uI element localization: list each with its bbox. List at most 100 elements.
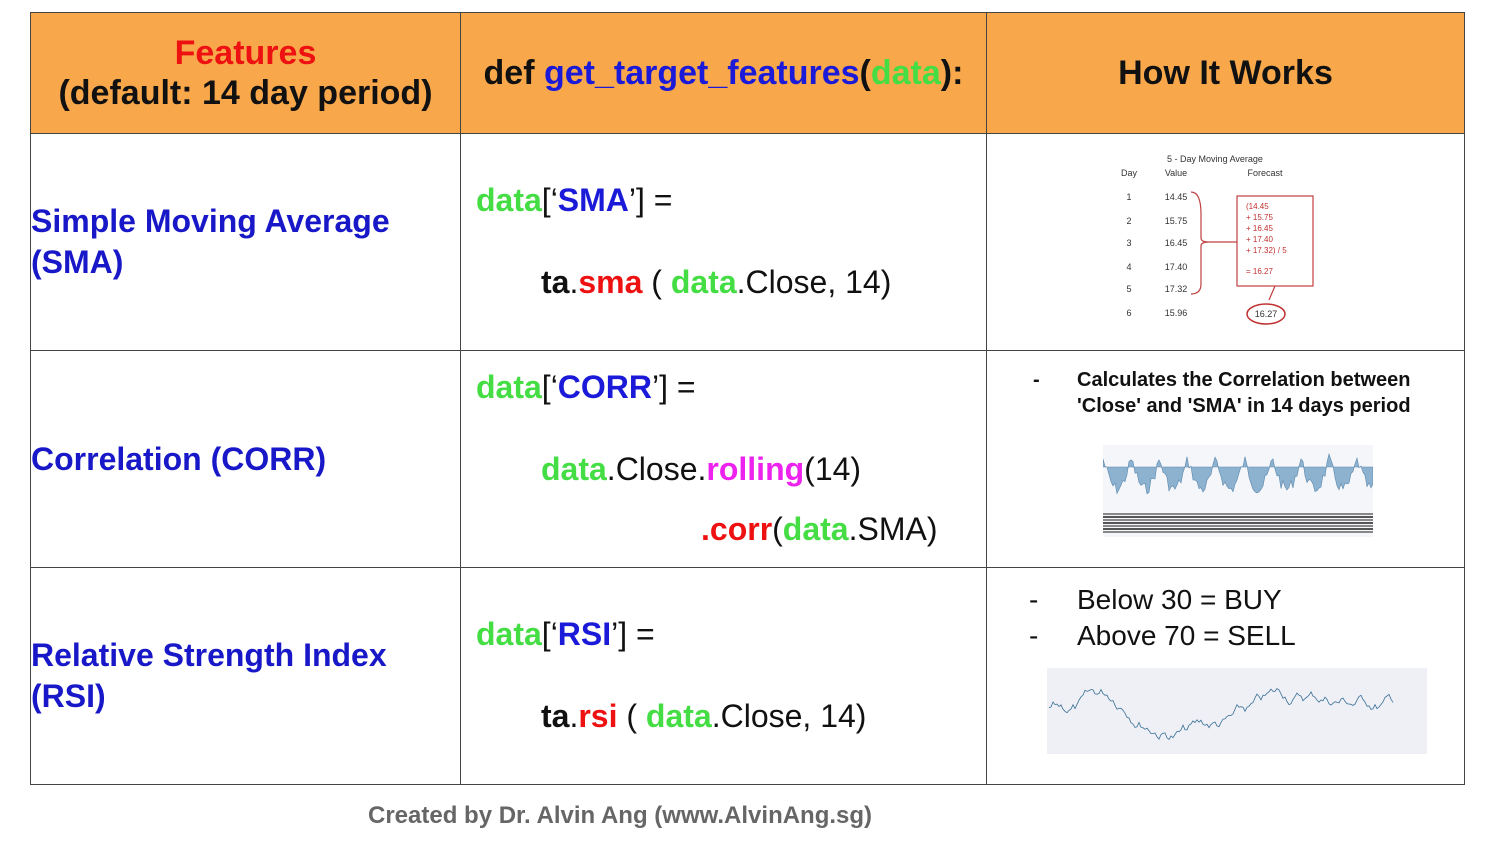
code-token: rsi — [578, 698, 618, 734]
note-dash: - — [1029, 584, 1039, 615]
code-token: . — [569, 264, 579, 300]
code-token: data — [541, 451, 607, 487]
example-value: 14.45 — [1165, 192, 1188, 202]
function-name: get_target_features — [543, 53, 860, 92]
example-day: 2 — [1126, 216, 1131, 226]
code-line: ta.sma ( data.Close, 14) — [541, 264, 891, 301]
example-col-value: Value — [1165, 168, 1187, 178]
header-how: How It Works — [986, 12, 1465, 134]
example-title: 5 - Day Moving Average — [1167, 154, 1263, 164]
paren-close: ): — [940, 53, 964, 92]
feature-line: Relative Strength Index — [31, 637, 387, 673]
rsi-chart-thumbnail — [1047, 668, 1427, 754]
code-token: [‘ — [541, 182, 558, 218]
example-value: 17.32 — [1165, 284, 1188, 294]
calc-line: (14.45 — [1246, 202, 1269, 211]
footer-credit: Created by Dr. Alvin Ang (www.AlvinAng.s… — [368, 802, 873, 829]
rsi-sell-note: Above 70 = SELL — [1077, 620, 1296, 651]
code-corr: data[‘CORR’] = data.Close.rolling(14) .c… — [460, 350, 987, 568]
example-result: 16.27 — [1255, 309, 1278, 319]
feature-line: (RSI) — [31, 678, 106, 714]
code-token: data — [476, 369, 542, 405]
how-sma: 5 - Day Moving Average Forecast Day Valu… — [986, 133, 1465, 351]
example-forecast-label: Forecast — [1247, 168, 1283, 178]
code-token: ( — [772, 511, 783, 547]
note-line: 'Close' and 'SMA' in 14 days period — [1077, 395, 1411, 417]
features-subtitle: (default: 14 day period) — [58, 74, 433, 112]
code-token: [‘ — [541, 616, 558, 652]
code-line: .corr(data.SMA) — [701, 511, 937, 548]
code-token: . — [569, 698, 579, 734]
corr-band — [1103, 531, 1373, 533]
def-keyword: def — [483, 53, 535, 92]
feature-line: Correlation (CORR) — [31, 440, 327, 477]
code-token: [‘ — [541, 369, 558, 405]
example-value: 15.96 — [1165, 308, 1188, 318]
calc-line: + 15.75 — [1246, 213, 1273, 222]
code-token: ( — [642, 264, 671, 300]
example-value: 17.40 — [1165, 262, 1188, 272]
example-day: 5 — [1126, 284, 1131, 294]
code-token: CORR — [557, 369, 653, 405]
example-col-day: Day — [1121, 168, 1138, 178]
code-token: data — [670, 264, 737, 300]
feature-rsi: Relative Strength Index (RSI) — [30, 567, 461, 785]
code-token: ’] = — [652, 369, 696, 405]
code-token: .SMA) — [848, 511, 938, 547]
example-day: 6 — [1126, 308, 1131, 318]
corr-note: Calculates the Correlation between 'Clos… — [1077, 367, 1411, 419]
corr-area — [1103, 453, 1373, 495]
example-day: 4 — [1126, 262, 1131, 272]
row-sma: Simple Moving Average (SMA) data[‘SMA’] … — [30, 133, 1465, 351]
function-arg: data — [870, 53, 941, 92]
calc-line: + 17.32) / 5 — [1246, 246, 1287, 255]
code-token: ( — [617, 698, 646, 734]
code-token: .Close, 14) — [736, 264, 892, 300]
corr-band — [1103, 516, 1373, 518]
feature-line: (SMA) — [31, 244, 124, 280]
arrow-icon — [1268, 285, 1276, 301]
header-function: def get_target_features(data): — [460, 12, 987, 134]
note-dash: - — [1033, 369, 1040, 391]
features-title: Features — [174, 34, 317, 72]
code-token: ta — [541, 698, 570, 734]
how-rsi: - Below 30 = BUY - Above 70 = SELL — [986, 567, 1465, 785]
code-token: .Close. — [606, 451, 707, 487]
code-token: data — [476, 182, 542, 218]
code-token: data — [782, 511, 849, 547]
example-day: 1 — [1126, 192, 1131, 202]
correlation-chart-thumbnail — [1103, 445, 1373, 537]
row-corr: Correlation (CORR) data[‘CORR’] = data.C… — [30, 350, 1465, 568]
code-line: data[‘CORR’] = — [476, 369, 696, 406]
bracket-icon — [1190, 191, 1210, 295]
code-token: rolling — [706, 451, 805, 487]
code-token: ’] = — [611, 616, 655, 652]
code-line: ta.rsi ( data.Close, 14) — [541, 698, 866, 735]
code-rsi: data[‘RSI’] = ta.rsi ( data.Close, 14) — [460, 567, 987, 785]
code-token: SMA — [557, 182, 629, 218]
row-rsi: Relative Strength Index (RSI) data[‘RSI’… — [30, 567, 1465, 785]
code-token: sma — [578, 264, 643, 300]
features-table: Features (default: 14 day period) def ge… — [30, 12, 1465, 785]
code-line: data[‘RSI’] = — [476, 616, 655, 653]
code-token: .Close, 14) — [711, 698, 867, 734]
corr-band — [1103, 528, 1373, 530]
note-dash: - — [1029, 620, 1039, 651]
feature-sma: Simple Moving Average (SMA) — [30, 133, 461, 351]
code-sma: data[‘SMA’] = ta.sma ( data.Close, 14) — [460, 133, 987, 351]
calc-line: + 17.40 — [1246, 235, 1273, 244]
code-line: data[‘SMA’] = — [476, 182, 672, 219]
code-token: ’] = — [628, 182, 673, 218]
code-line: data.Close.rolling(14) — [541, 451, 861, 488]
calc-line: = 16.27 — [1246, 267, 1273, 276]
corr-band — [1103, 525, 1373, 527]
header-features: Features (default: 14 day period) — [30, 12, 461, 134]
header-row: Features (default: 14 day period) def ge… — [30, 12, 1465, 134]
code-token: RSI — [557, 616, 612, 652]
rsi-buy-note: Below 30 = BUY — [1077, 584, 1282, 615]
how-corr: - Calculates the Correlation between 'Cl… — [986, 350, 1465, 568]
calc-line: + 16.45 — [1246, 224, 1273, 233]
corr-band — [1103, 519, 1373, 521]
thumb-bg — [1047, 668, 1427, 754]
moving-average-example: 5 - Day Moving Average Forecast Day Valu… — [1121, 154, 1314, 325]
